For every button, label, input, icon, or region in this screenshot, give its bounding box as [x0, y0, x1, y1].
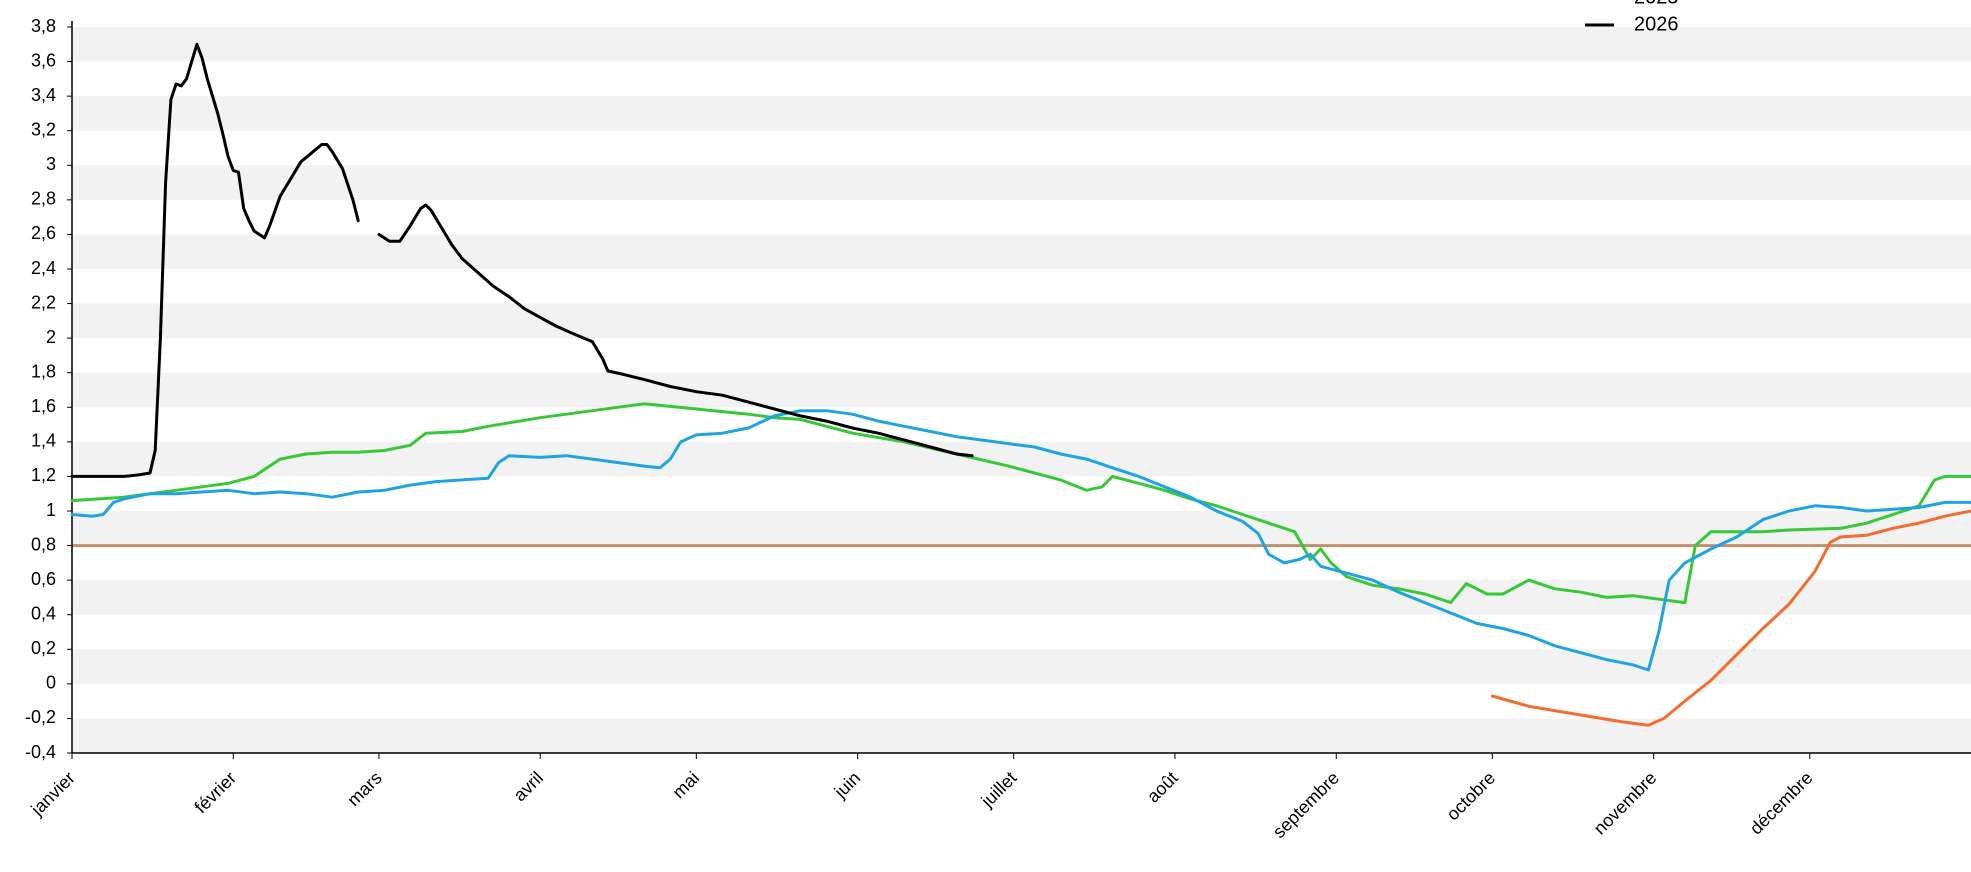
- y-tick-label: 3: [46, 154, 56, 174]
- y-tick-label: 0,8: [31, 534, 56, 554]
- grid-band: [72, 96, 1971, 131]
- y-tick-label: 2: [46, 327, 56, 347]
- grid-band: [72, 718, 1971, 753]
- legend-label-2025: 2025: [1634, 0, 1679, 8]
- y-tick-label: 0,6: [31, 569, 56, 589]
- grid-band: [72, 27, 1971, 62]
- y-tick-labels: 3,8 3,6 3,4 3,2 3 2,8 2,6 2,4 2,2 2 1,8 1,6 1,4 1,2 1 0…: [25, 16, 72, 762]
- series-line-2026: [70, 42, 360, 478]
- y-tick-label: -0,2: [25, 707, 56, 727]
- x-tick-label: janvier: [26, 768, 78, 820]
- y-tick-label: 2,8: [31, 189, 56, 209]
- grid-band: [72, 441, 1971, 477]
- x-tick-label: novembre: [1590, 768, 1661, 839]
- grid-band: [72, 649, 1971, 684]
- grid-band: [72, 303, 1971, 339]
- series-line-37c837: [70, 402, 1971, 605]
- x-tick-label: juillet: [977, 768, 1021, 812]
- y-tick-label: 2,2: [31, 292, 56, 312]
- y-tick-label: 1,8: [31, 361, 56, 381]
- y-tick-label: 0,2: [31, 638, 56, 658]
- x-tick-label: décembre: [1746, 768, 1817, 839]
- grid-bands: [72, 27, 1971, 753]
- x-tick-label: avril: [510, 768, 547, 805]
- y-tick-label: -0,4: [25, 742, 56, 762]
- series-line-2026: [377, 203, 974, 458]
- y-tick-label: 1: [46, 500, 56, 520]
- y-tick-label: 1,4: [31, 431, 56, 451]
- grid-band: [72, 372, 1971, 408]
- x-tick-label: octobre: [1443, 768, 1500, 825]
- y-tick-label: 3,8: [31, 16, 56, 36]
- x-tick-labels: janvier février mars avril mai juin juillet aoû…: [26, 753, 1817, 842]
- y-tick-label: 0,4: [31, 603, 56, 623]
- y-tick-label: 1,6: [31, 396, 56, 416]
- x-tick-label: août: [1143, 768, 1182, 807]
- axes: [71, 21, 1971, 754]
- series-line-f46c2e: [1490, 509, 1971, 727]
- grid-band: [72, 511, 1971, 546]
- y-tick-label: 2,6: [31, 223, 56, 243]
- series-lines: [70, 42, 1971, 727]
- y-tick-label: 3,6: [31, 50, 56, 70]
- y-tick-label: 1,2: [31, 465, 56, 485]
- y-tick-label: 3,2: [31, 119, 56, 139]
- x-tick-label: septembre: [1269, 768, 1343, 842]
- legend-label-2026: 2026: [1634, 13, 1679, 35]
- x-tick-label: mars: [343, 768, 385, 810]
- x-tick-label: mai: [668, 768, 703, 803]
- series-line-1fa3e8: [70, 409, 1971, 672]
- grid-band: [72, 165, 1971, 200]
- y-tick-label: 2,4: [31, 258, 56, 278]
- x-tick-label: juin: [830, 768, 865, 803]
- x-tick-label: février: [191, 768, 241, 818]
- y-tick-label: 3,4: [31, 85, 56, 105]
- legend: 2025 2026: [1585, 0, 1679, 35]
- grid-band: [72, 234, 1971, 269]
- y-tick-label: 0: [46, 673, 56, 693]
